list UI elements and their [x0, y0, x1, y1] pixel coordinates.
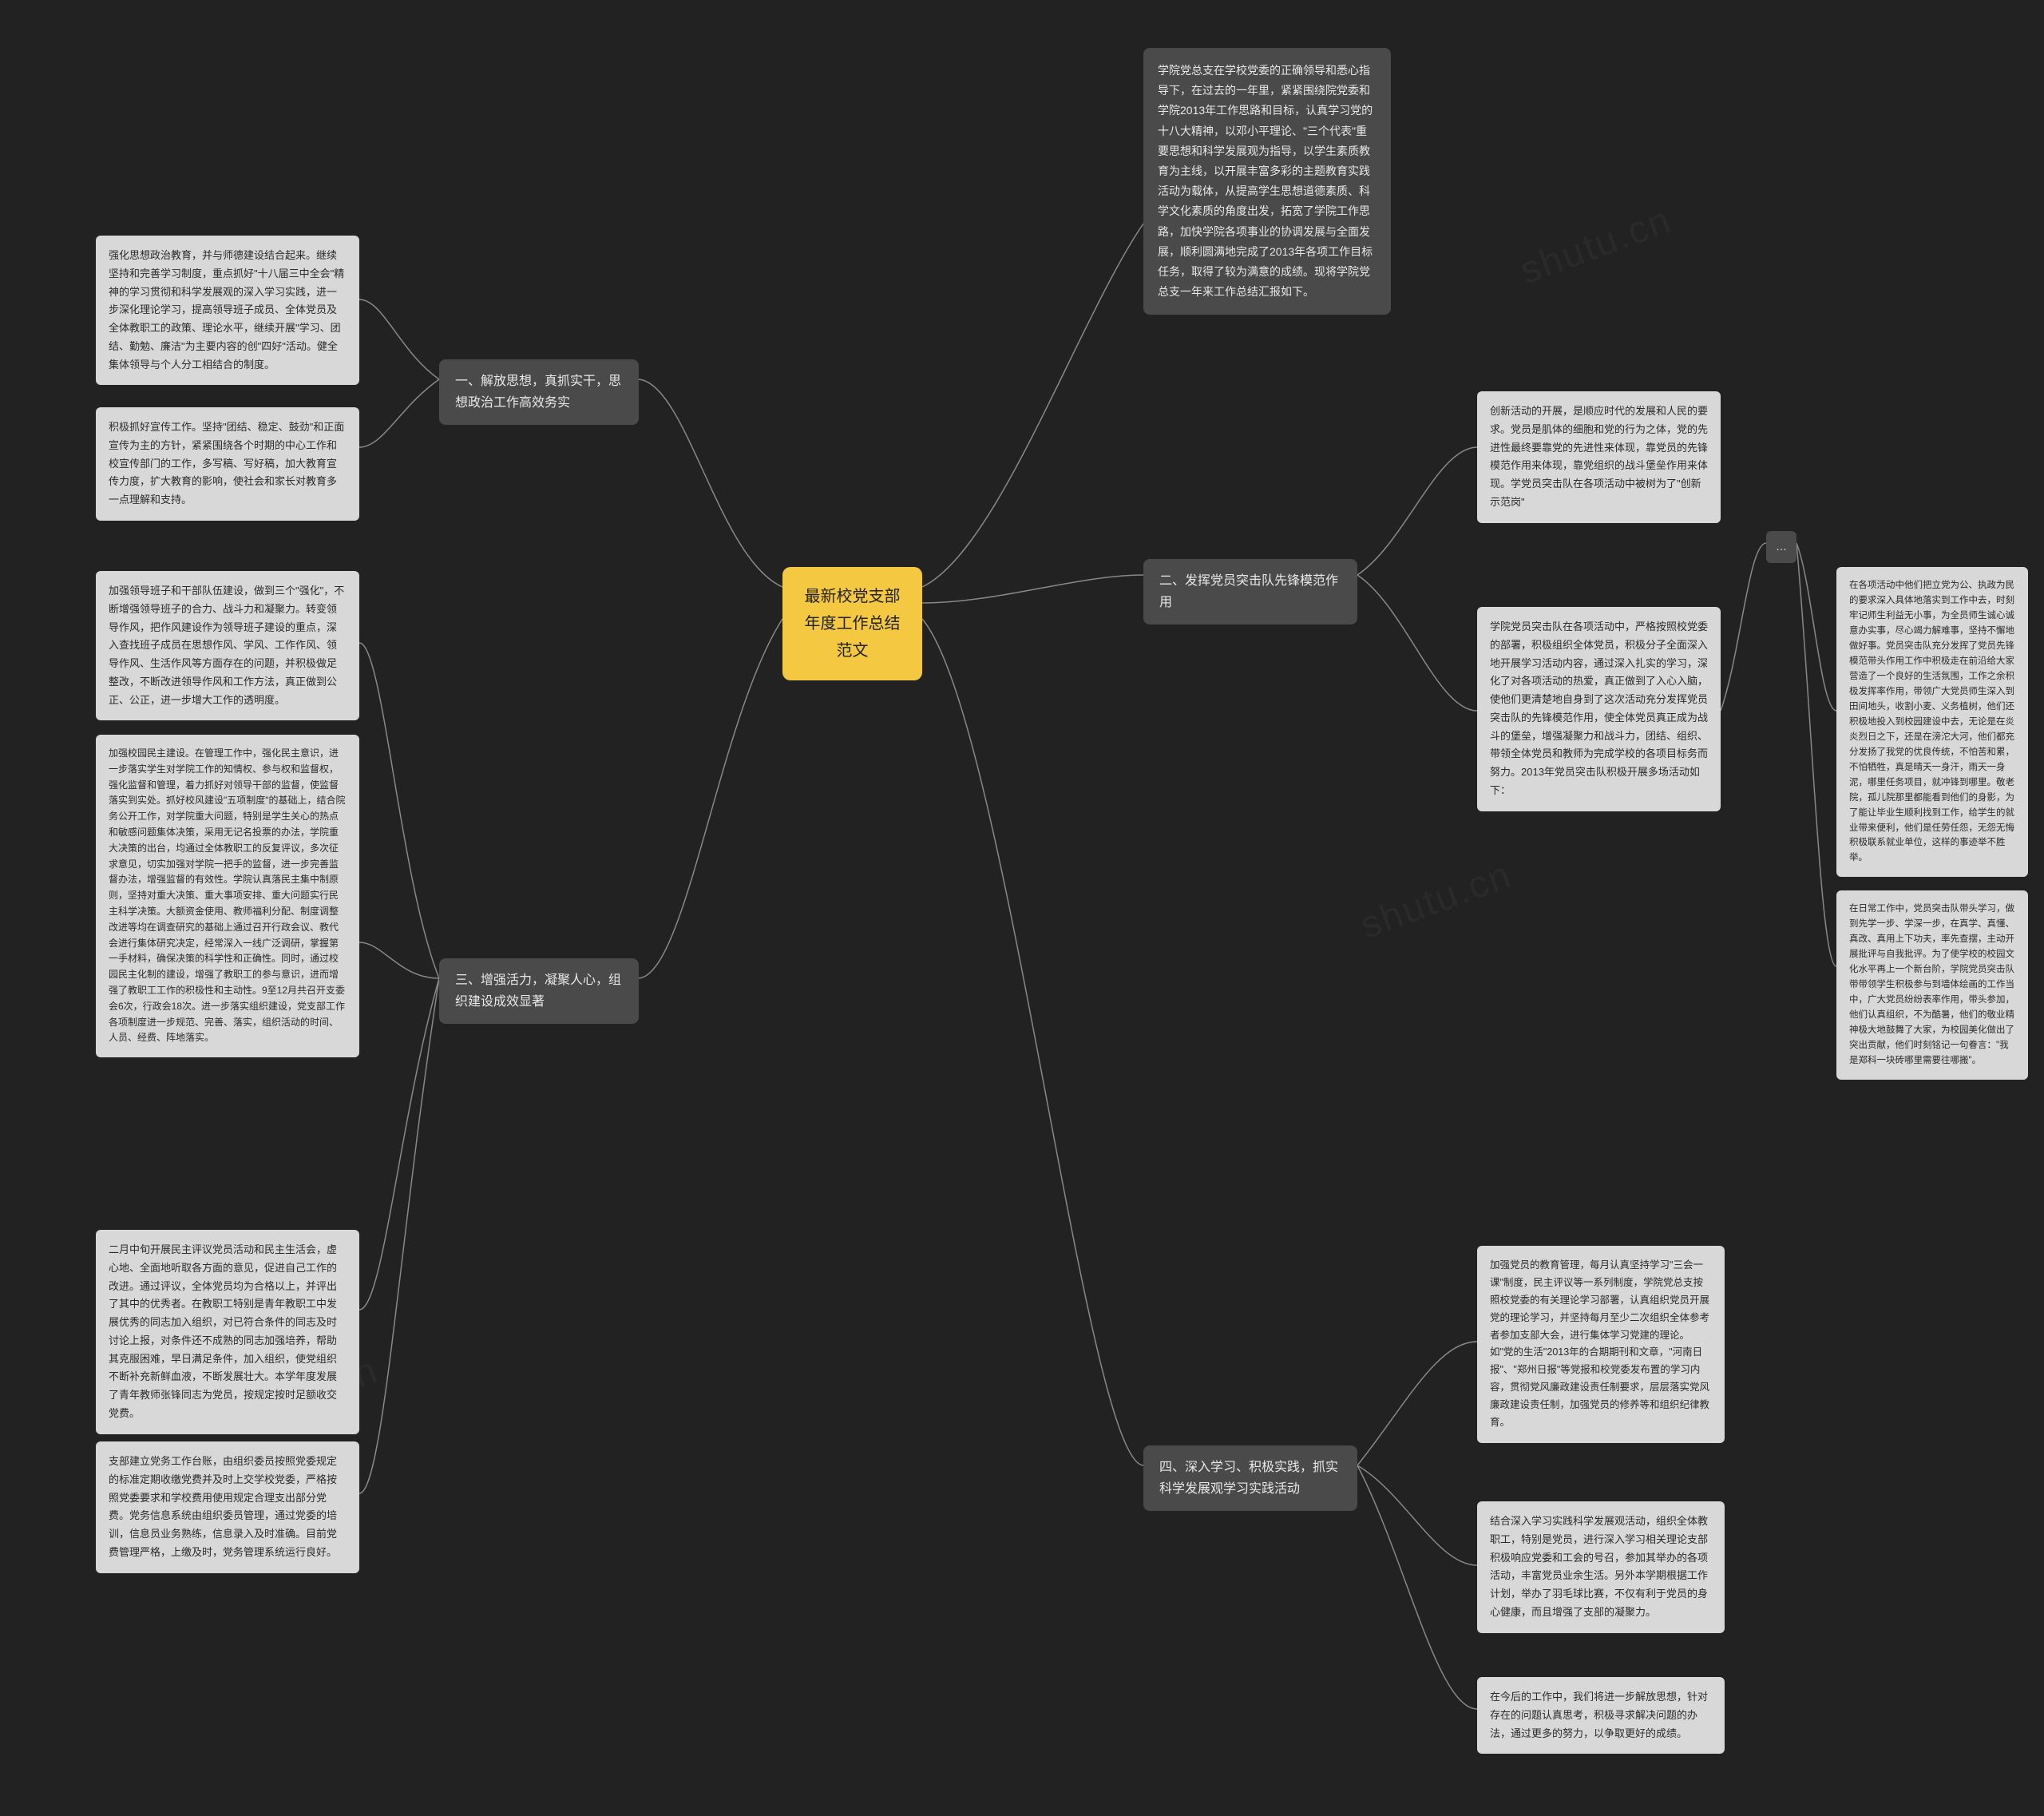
- branch-2-sub-intro[interactable]: 创新活动的开展，是顺应时代的发展和人民的要求。党员是肌体的细胞和党的行为之体，党…: [1477, 391, 1721, 523]
- branch-2-leaf-r1[interactable]: 在各项活动中他们把立党为公、执政为民的要求深入具体地落实到工作中去，时刻牢记师生…: [1836, 567, 2028, 877]
- branch-1-leaf-2[interactable]: 积极抓好宣传工作。坚持"团结、稳定、鼓劲"和正面宣传为主的方针，紧紧围绕各个时期…: [96, 407, 359, 521]
- branch-1[interactable]: 一、解放思想，真抓实干，思想政治工作高效务实: [439, 359, 639, 425]
- branch-2-leaf-r2[interactable]: 在日常工作中，党员突击队带头学习，做到先学一步、学深一步，在真学、真懂、真改、真…: [1836, 890, 2028, 1080]
- branch-2[interactable]: 二、发挥党员突击队先锋模范作用: [1143, 559, 1357, 624]
- branch-3-leaf-4[interactable]: 支部建立党务工作台账，由组织委员按照党委规定的标准定期收缴党费并及时上交学校党委…: [96, 1441, 359, 1573]
- intro-node[interactable]: 学院党总支在学校党委的正确领导和悉心指导下，在过去的一年里，紧紧围绕院党委和学院…: [1143, 48, 1391, 315]
- branch-2-ellipsis[interactable]: …: [1766, 531, 1796, 563]
- branch-4-leaf-1[interactable]: 加强党员的教育管理，每月认真坚持学习"三会一课"制度，民主评议等一系列制度，学院…: [1477, 1246, 1725, 1443]
- watermark: shutu.cn: [1355, 853, 1518, 948]
- branch-4-leaf-3[interactable]: 在今后的工作中，我们将进一步解放思想，针对存在的问题认真思考，积极寻求解决问题的…: [1477, 1677, 1725, 1754]
- branch-2-sub-main[interactable]: 学院党员突击队在各项活动中，严格按照校党委的部署，积极组织全体党员，积极分子全面…: [1477, 607, 1721, 811]
- branch-3[interactable]: 三、增强活力，凝聚人心，组织建设成效显著: [439, 958, 639, 1024]
- branch-4[interactable]: 四、深入学习、积极实践，抓实科学发展观学习实践活动: [1143, 1445, 1357, 1511]
- branch-4-leaf-2[interactable]: 结合深入学习实践科学发展观活动，组织全体教职工，特别是党员，进行深入学习相关理论…: [1477, 1501, 1725, 1633]
- branch-3-leaf-2[interactable]: 加强校园民主建设。在管理工作中，强化民主意识，进一步落实学生对学院工作的知情权、…: [96, 735, 359, 1057]
- branch-3-leaf-1[interactable]: 加强领导班子和干部队伍建设，做到三个"强化"，不断增强领导班子的合力、战斗力和凝…: [96, 571, 359, 720]
- branch-3-leaf-3[interactable]: 二月中旬开展民主评议党员活动和民主生活会，虚心地、全面地听取各方面的意见，促进自…: [96, 1230, 359, 1434]
- watermark: shutu.cn: [1515, 198, 1678, 293]
- branch-1-leaf-1[interactable]: 强化思想政治教育，并与师德建设结合起来。继续坚持和完善学习制度，重点抓好"十八届…: [96, 236, 359, 385]
- center-node[interactable]: 最新校党支部年度工作总结范文: [782, 567, 922, 680]
